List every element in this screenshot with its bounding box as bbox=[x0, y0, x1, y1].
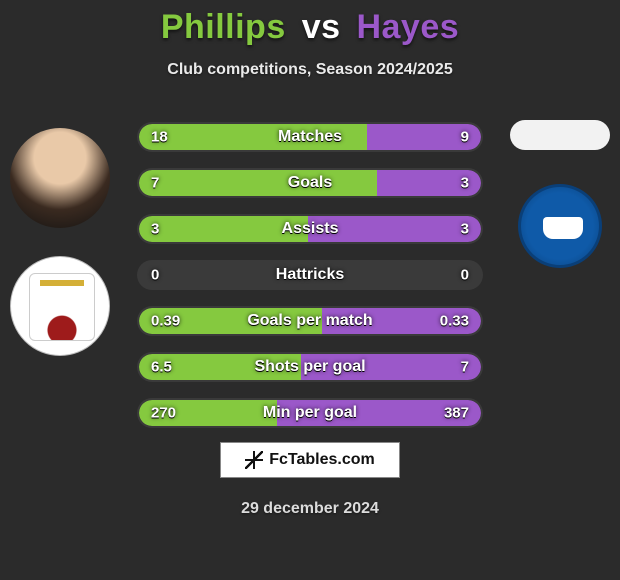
stat-row: 6.5 7 Shots per goal bbox=[137, 352, 483, 382]
stat-value-right: 3 bbox=[461, 175, 469, 192]
stat-value-left: 0.39 bbox=[151, 313, 180, 330]
stat-row: 3 3 Assists bbox=[137, 214, 483, 244]
stats-container: 18 9 Matches 7 3 Goals 3 3 Assists 0 0 Hattricks 0.3… bbox=[137, 122, 483, 444]
title-player2: Hayes bbox=[356, 8, 459, 46]
stat-label: Goals per match bbox=[247, 312, 372, 330]
stat-value-right: 3 bbox=[461, 221, 469, 238]
stat-value-left: 270 bbox=[151, 405, 176, 422]
stat-label: Min per goal bbox=[263, 404, 357, 422]
stat-value-right: 387 bbox=[444, 405, 469, 422]
stat-value-right: 7 bbox=[461, 359, 469, 376]
stat-value-right: 0 bbox=[461, 267, 469, 284]
stat-label: Matches bbox=[278, 128, 342, 146]
stat-row: 0 0 Hattricks bbox=[137, 260, 483, 290]
footer-date: 29 december 2024 bbox=[241, 500, 379, 518]
left-avatar-column bbox=[10, 128, 110, 384]
stat-label: Shots per goal bbox=[254, 358, 365, 376]
stat-value-left: 7 bbox=[151, 175, 159, 192]
bar-left bbox=[139, 170, 381, 196]
stat-row: 7 3 Goals bbox=[137, 168, 483, 198]
stat-label: Hattricks bbox=[276, 266, 344, 284]
title-player1: Phillips bbox=[161, 8, 286, 46]
brand-text: FcTables.com bbox=[269, 451, 375, 469]
stat-row: 0.39 0.33 Goals per match bbox=[137, 306, 483, 336]
comparison-title: Phillips vs Hayes bbox=[0, 0, 620, 47]
stat-label: Assists bbox=[282, 220, 339, 238]
player2-club-crest bbox=[518, 184, 602, 268]
right-avatar-column bbox=[510, 120, 610, 268]
stat-value-right: 9 bbox=[461, 129, 469, 146]
stat-label: Goals bbox=[288, 174, 332, 192]
stat-value-right: 0.33 bbox=[440, 313, 469, 330]
subtitle: Club competitions, Season 2024/2025 bbox=[0, 61, 620, 79]
player1-club-crest bbox=[10, 256, 110, 356]
player1-photo bbox=[10, 128, 110, 228]
brand-badge: FcTables.com bbox=[220, 442, 400, 478]
stat-row: 18 9 Matches bbox=[137, 122, 483, 152]
player2-photo bbox=[510, 120, 610, 150]
title-vs: vs bbox=[302, 8, 341, 46]
stat-row: 270 387 Min per goal bbox=[137, 398, 483, 428]
stat-value-left: 0 bbox=[151, 267, 159, 284]
stat-value-left: 6.5 bbox=[151, 359, 172, 376]
stat-value-left: 3 bbox=[151, 221, 159, 238]
stat-value-left: 18 bbox=[151, 129, 168, 146]
brand-icon bbox=[245, 451, 263, 469]
